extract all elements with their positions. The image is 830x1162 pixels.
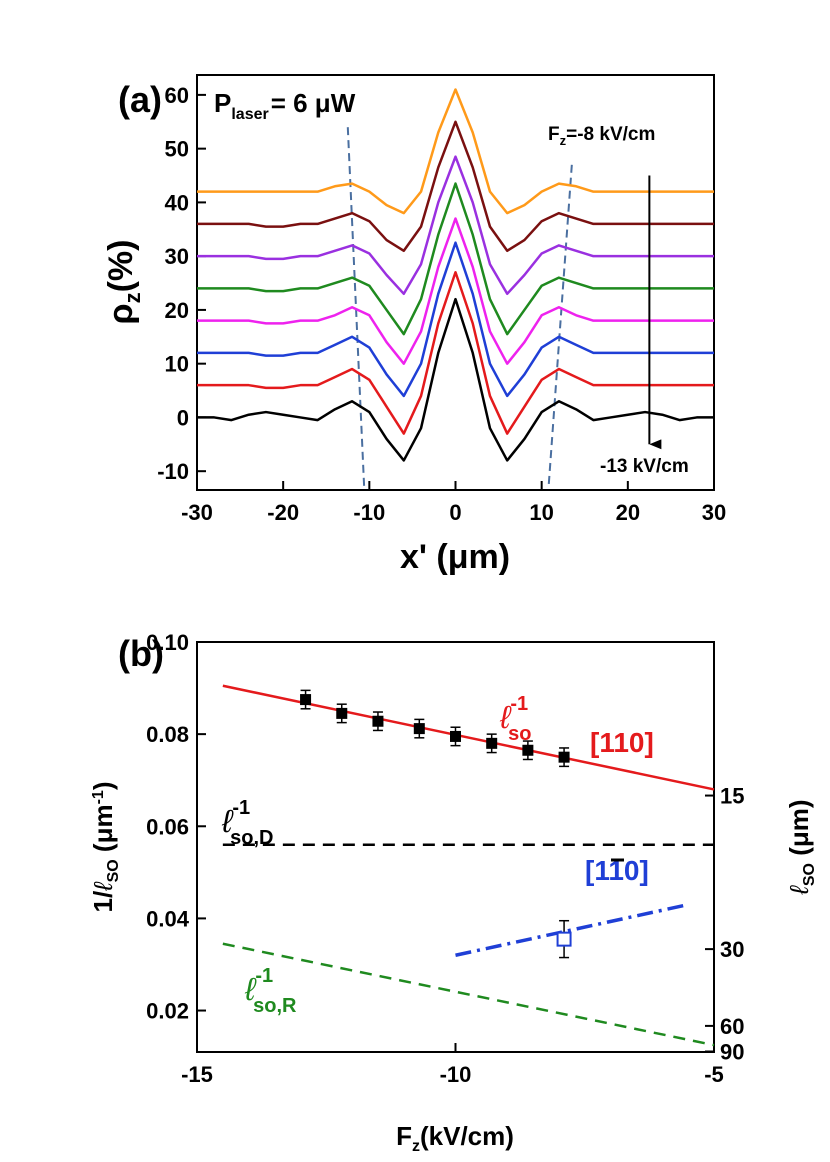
x-tick-label: -30 [181, 500, 213, 525]
ann: ℓ [244, 971, 257, 1007]
y2lab: (μm) [784, 799, 814, 863]
point [556, 931, 572, 947]
field-end: -13 kV/cm [600, 456, 689, 477]
ann: F [548, 124, 560, 145]
y-tick-label: 0.06 [146, 814, 189, 839]
curve [197, 88, 714, 215]
ann: ℓ [499, 699, 512, 735]
y-tick-label: 30 [165, 244, 189, 269]
ann: =-8 kV/cm [566, 124, 655, 145]
y-tick-label: 50 [165, 137, 189, 162]
point [450, 730, 461, 742]
x-tick-label: -15 [181, 1062, 213, 1087]
ylab: SO [105, 859, 122, 882]
fit-line [455, 902, 689, 957]
y-tick-label: 0.10 [146, 630, 189, 655]
x-tick-label: 0 [449, 500, 461, 525]
point [372, 715, 384, 727]
y2-tick-label: 60 [720, 1014, 744, 1039]
ann: so [508, 723, 531, 745]
ylab: (μm [88, 804, 118, 859]
point [413, 723, 425, 735]
guide-line [346, 127, 366, 488]
y2-axis-label: ℓSO (μm) [784, 799, 818, 895]
ann: ℓ [221, 803, 234, 839]
y-tick-label: 40 [165, 190, 189, 215]
ann: -1 [510, 693, 528, 715]
curve [197, 241, 714, 398]
x-tick-label: -10 [353, 500, 385, 525]
y-tick-label: 0.04 [146, 906, 190, 931]
y-tick-label: -10 [157, 459, 189, 484]
panel-label: (b) [118, 633, 164, 674]
xlab: (kV/cm) [420, 1121, 514, 1151]
y-tick-label: 0 [177, 405, 189, 430]
power-annotation: Plaser= 6 μW [214, 88, 356, 123]
x-tick-label: -5 [704, 1062, 724, 1087]
curve [197, 271, 714, 435]
field-start: Fz=-8 kV/cm [548, 124, 655, 148]
y-axis-label: 1/ℓSO (μm-1) [88, 781, 122, 912]
ann: -1 [255, 965, 273, 987]
ylab: 1/ [88, 891, 118, 913]
curve [197, 155, 714, 296]
y-axis-label: ρz(%) [102, 240, 145, 325]
x-axis-label: x' (μm) [400, 538, 510, 576]
ylab: ) [88, 781, 118, 790]
soD-label: ℓ-1 so,D [221, 797, 273, 849]
ylab: (%) [102, 240, 140, 293]
y2lab: ℓ [784, 885, 814, 896]
point [300, 694, 312, 706]
point [486, 737, 498, 749]
y-tick-label: 60 [165, 83, 189, 108]
y2lab: SO [801, 863, 818, 886]
y-tick-label: 0.08 [146, 722, 189, 747]
fit-line [222, 942, 715, 1047]
so-label: ℓ-1 so [499, 693, 531, 745]
guide-line [547, 164, 573, 488]
curve [197, 297, 714, 462]
curve [197, 120, 714, 253]
y2-tick-label: 90 [720, 1039, 744, 1064]
ann: = 6 μW [271, 88, 356, 118]
curve [197, 217, 714, 365]
x-axis-label: Fz(kV/cm) [396, 1121, 514, 1155]
ann: z [560, 133, 567, 148]
ann: so,R [253, 995, 297, 1017]
y2-tick-label: 30 [720, 937, 744, 962]
ylab: ℓ [88, 881, 118, 892]
point [558, 751, 570, 763]
ann: -1 [232, 797, 250, 819]
ann: so,D [230, 827, 273, 849]
ylab: -1 [90, 790, 107, 804]
x-tick-label: -20 [267, 500, 299, 525]
xlab: F [396, 1121, 412, 1151]
ann: P [214, 88, 231, 118]
ann: laser [231, 106, 268, 123]
y-tick-label: 0.02 [146, 999, 189, 1024]
point [336, 707, 348, 719]
x-tick-label: -10 [440, 1062, 472, 1087]
curve [197, 182, 714, 336]
y-tick-label: 20 [165, 298, 189, 323]
soR-label: ℓ-1 so,R [244, 965, 297, 1017]
point [522, 744, 534, 756]
x-tick-label: 20 [616, 500, 640, 525]
x-tick-label: 10 [529, 500, 553, 525]
x-tick-label: 30 [702, 500, 726, 525]
xlab: z [412, 1138, 420, 1155]
ylab: ρ [102, 303, 140, 324]
ylab: z [120, 292, 145, 303]
y2-tick-label: 15 [720, 784, 744, 809]
direction-label: [110] [590, 727, 654, 758]
panel-label: (a) [118, 79, 162, 120]
y-tick-label: 10 [165, 352, 189, 377]
plot-frame [196, 641, 715, 1053]
